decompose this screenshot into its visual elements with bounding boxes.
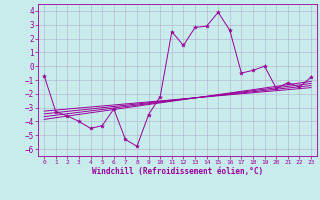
X-axis label: Windchill (Refroidissement éolien,°C): Windchill (Refroidissement éolien,°C) [92, 167, 263, 176]
